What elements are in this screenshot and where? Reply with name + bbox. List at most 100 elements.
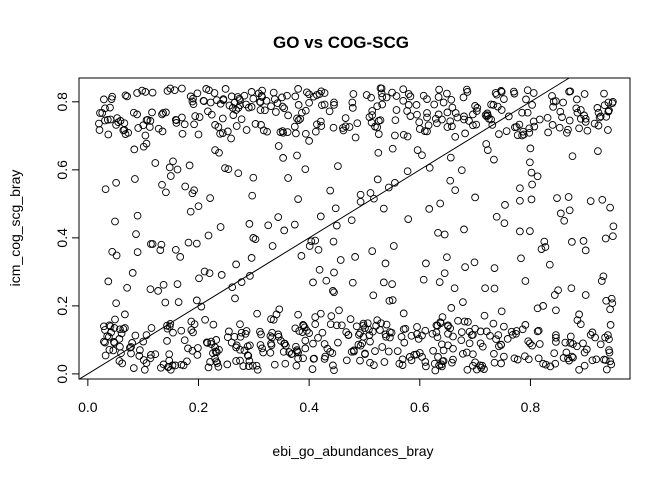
data-point [249,173,258,182]
data-point [366,337,374,346]
data-point [573,108,582,117]
data-point [352,322,361,331]
data-point [517,254,525,263]
data-point [163,87,172,95]
data-point [116,325,124,334]
data-point [526,144,535,153]
data-point [294,85,302,93]
data-point [379,204,388,213]
data-point [247,88,256,96]
data-point [497,359,505,368]
data-point [556,107,565,116]
data-point [374,148,383,157]
data-point [490,155,498,164]
data-point [156,246,165,254]
data-point [193,89,202,98]
data-point [443,253,451,262]
data-point [526,339,534,348]
data-point [170,86,179,95]
data-point [240,91,249,100]
x-tick-label: 0.6 [410,399,430,415]
data-point [371,347,379,355]
data-point [194,202,203,211]
data-point [367,93,375,102]
data-point [259,348,268,357]
data-point [438,115,446,124]
data-point [311,127,320,136]
data-point [193,351,202,359]
data-point [253,365,262,374]
data-point [326,186,335,195]
data-point [166,172,175,180]
data-point [453,113,462,122]
data-point [385,296,394,305]
data-point [528,101,536,109]
data-point [214,123,223,131]
data-point [146,117,155,125]
data-point [142,116,151,125]
data-point [600,89,608,98]
data-point [195,274,203,283]
data-point [239,362,248,370]
data-point [299,321,308,330]
data-point [575,310,583,319]
data-point [242,126,251,134]
data-point [280,339,289,348]
data-point [388,296,397,304]
data-point [202,338,211,347]
data-point [497,87,505,95]
data-point [330,366,338,375]
data-point [135,352,144,360]
data-point [169,157,177,166]
data-point [123,283,131,292]
data-point [169,328,177,337]
data-point [607,294,616,303]
data-point [200,267,209,276]
data-point [216,99,225,108]
data-point [277,337,285,345]
data-point [446,153,455,162]
data-point [550,291,559,299]
data-point [224,165,233,174]
data-point [393,347,402,355]
data-point [148,88,157,97]
data-point [415,125,424,133]
data-point [510,354,519,363]
data-point [604,126,612,134]
data-point [140,365,149,374]
data-point [608,99,617,108]
data-point [249,234,258,242]
data-point [309,339,317,348]
data-point [507,327,516,336]
data-point [142,331,151,339]
data-point [525,128,534,137]
data-point [237,328,246,337]
data-point [568,152,577,161]
data-point [382,320,391,329]
data-point [413,330,421,338]
data-point [212,96,221,104]
data-point [492,212,501,221]
data-point [500,352,508,361]
data-point [563,128,571,137]
data-point [580,361,589,370]
data-point [158,180,166,189]
data-point [172,116,181,125]
data-point [461,263,469,271]
data-point [544,128,552,137]
data-point [254,89,263,98]
data-point [423,95,431,103]
data-point [290,220,299,229]
data-point [256,106,265,114]
data-point [171,245,180,254]
data-point [301,129,310,138]
data-point [204,231,213,240]
data-point [488,121,497,129]
data-point [549,97,558,106]
data-point [100,95,108,104]
data-point [407,331,416,340]
data-point [586,197,595,205]
data-point [361,324,369,332]
data-point [489,101,498,109]
data-point [433,119,441,128]
